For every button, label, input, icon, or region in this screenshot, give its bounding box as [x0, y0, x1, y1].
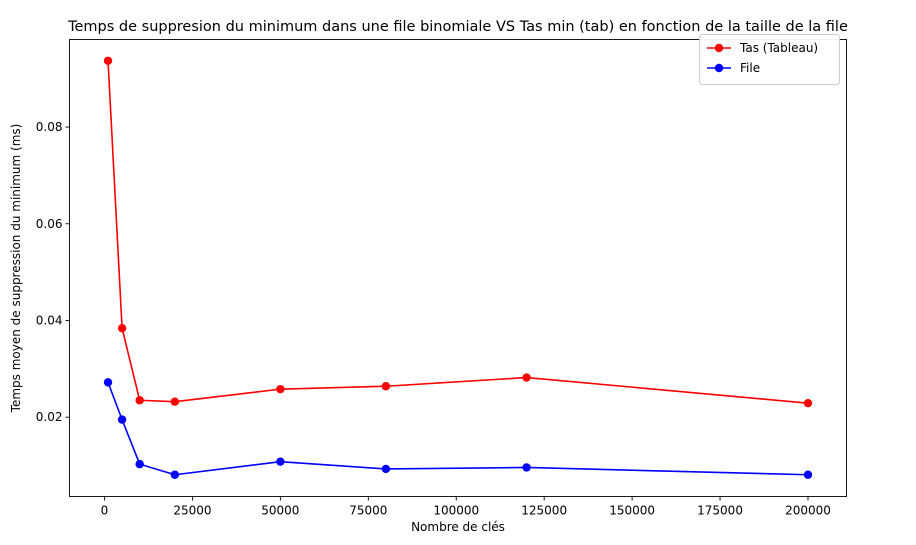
x-tick-label: 75000: [349, 504, 387, 518]
x-tick-label: 50000: [261, 504, 299, 518]
series-line-file: [107, 382, 809, 476]
chart-title: Temps de suppresion du minimum dans une …: [67, 19, 848, 35]
x-tick-label: 25000: [173, 504, 211, 518]
data-point-file: [103, 378, 113, 387]
y-tick-label: 0.04: [36, 313, 63, 327]
x-tick-label: 200000: [785, 504, 831, 518]
x-tick-label: 0: [101, 504, 109, 518]
data-point-file: [170, 470, 180, 479]
y-tick-label: 0.06: [36, 217, 63, 231]
y-axis-label: Temps moyen de suppression du minimum (m…: [9, 124, 23, 414]
data-point-tas-tableau: [170, 397, 180, 406]
x-tick-label: 100000: [433, 504, 479, 518]
data-point-tas-tableau: [103, 56, 113, 65]
legend-marker-file: [714, 63, 724, 73]
legend-label-tas-tableau: Tas (Tableau): [739, 41, 818, 55]
x-tick-label: 150000: [609, 504, 655, 518]
data-point-tas-tableau: [803, 398, 813, 408]
data-point-file: [522, 463, 531, 472]
x-tick-label: 175000: [697, 504, 743, 518]
data-point-file: [276, 457, 285, 466]
x-axis-label: Nombre de clés: [411, 520, 505, 534]
data-point-tas-tableau: [522, 373, 531, 382]
plot-area: [69, 39, 847, 497]
series-layer: [103, 56, 813, 479]
data-point-file: [135, 459, 144, 469]
data-point-file: [803, 470, 813, 479]
data-point-tas-tableau: [276, 384, 285, 394]
y-tick-label: 0.08: [36, 120, 63, 134]
data-point-file: [117, 415, 127, 424]
series-file: [103, 378, 813, 479]
plot-frame: [69, 39, 847, 497]
data-point-tas-tableau: [135, 396, 144, 405]
legend: Tas (Tableau) File: [699, 34, 840, 85]
series-tas-tableau: [103, 56, 813, 408]
data-point-tas-tableau: [381, 382, 391, 391]
series-line-tas-tableau: [107, 60, 809, 404]
y-axis-ticks: 0.02 0.04 0.06 0.08: [36, 120, 70, 424]
legend-label-file: File: [740, 61, 760, 75]
y-tick-label: 0.02: [36, 410, 63, 424]
legend-box: [699, 34, 840, 85]
data-point-tas-tableau: [117, 324, 127, 333]
legend-marker-tas-tableau: [714, 43, 724, 53]
data-point-file: [381, 464, 391, 474]
x-axis-ticks: 0 25000 50000 75000 100000 125000 150000 175000…: [101, 496, 831, 518]
x-tick-label: 125000: [521, 504, 567, 518]
